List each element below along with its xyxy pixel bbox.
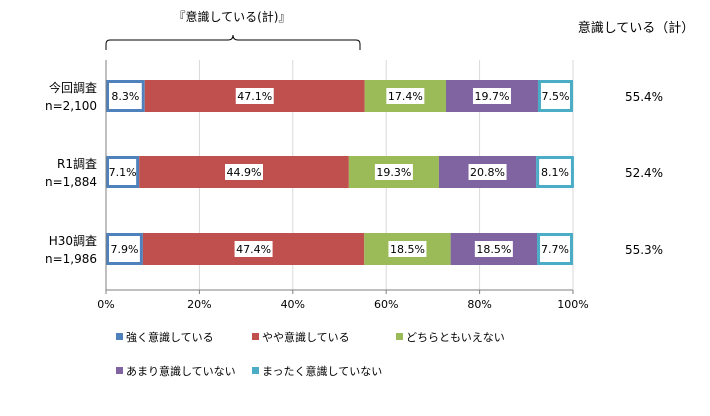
legend-label: 強く意識している (126, 330, 214, 344)
legend-label: まったく意識していない (262, 364, 382, 378)
data-label-box (386, 88, 425, 104)
total-value: 52.4% (625, 166, 663, 180)
data-label: 17.4% (388, 90, 423, 103)
data-label: 7.7% (541, 243, 569, 256)
legend-swatch (116, 367, 123, 374)
x-tick-label: 60% (374, 298, 398, 311)
category-n: n=1,986 (45, 252, 97, 266)
data-label: 19.7% (474, 90, 509, 103)
data-label: 8.1% (541, 166, 569, 179)
bar-segment (106, 233, 143, 265)
total-header: 意識している（計） (578, 20, 695, 36)
x-tick-label: 0% (97, 298, 114, 311)
data-label: 19.3% (376, 166, 411, 179)
bracket: 『意識している(計)』 (105, 9, 361, 50)
data-label-box (474, 241, 513, 257)
data-label: 20.8% (470, 166, 505, 179)
data-label: 8.3% (111, 90, 139, 103)
bar-segment (536, 156, 574, 188)
category-n: n=2,100 (45, 99, 97, 113)
legend-label: やや意識している (262, 330, 350, 344)
x-tick-label: 40% (281, 298, 305, 311)
data-label: 7.1% (109, 166, 137, 179)
data-label: 47.4% (236, 243, 271, 256)
data-label-box (235, 88, 274, 104)
data-label-box (224, 164, 263, 180)
data-label: 47.1% (237, 90, 272, 103)
legend-swatch (252, 333, 259, 340)
total-column: 意識している（計） 55.4% 52.4% 55.3% (578, 20, 695, 257)
bar-segment (106, 80, 145, 112)
category-n: n=1,884 (45, 175, 97, 189)
bar-segment (537, 80, 573, 112)
data-label-box (234, 241, 273, 257)
total-value: 55.3% (625, 243, 663, 257)
x-axis: 0% 20% 40% 60% 80% 100% (97, 60, 589, 311)
total-value: 55.4% (625, 90, 663, 104)
data-label-box (374, 164, 413, 180)
legend-label: どちらともいえない (406, 331, 505, 344)
data-label: 44.9% (227, 166, 262, 179)
x-tick-label: 20% (187, 298, 211, 311)
data-label: 7.5% (542, 90, 570, 103)
data-label: 18.5% (390, 243, 425, 256)
category-labels: 今回調査 n=2,100 R1調査 n=1,884 H30調査 n=1,986 (45, 80, 97, 266)
legend-swatch (396, 333, 403, 340)
bar-segment (106, 156, 140, 188)
data-label-box (468, 164, 507, 180)
legend-swatch (116, 333, 123, 340)
bracket-line (105, 34, 361, 50)
data-label: 18.5% (476, 243, 511, 256)
data-label-box (388, 241, 427, 257)
bars: 8.3% 47.1% 17.4% 19.7% 7.5% 7.1% 44.9% 19.3% 20.… (106, 80, 574, 265)
category-label: 今回調査 (49, 80, 97, 95)
category-label: H30調査 (49, 234, 97, 248)
x-tick-label: 80% (467, 298, 491, 311)
data-label: 7.9% (110, 243, 138, 256)
data-label-box (472, 88, 511, 104)
legend-label: あまり意識していない (126, 364, 236, 378)
bracket-label: 『意識している(計)』 (173, 9, 290, 24)
x-tick-label: 100% (557, 298, 588, 311)
bar-segment (537, 233, 574, 265)
category-label: R1調査 (57, 157, 97, 171)
legend-swatch (252, 367, 259, 374)
